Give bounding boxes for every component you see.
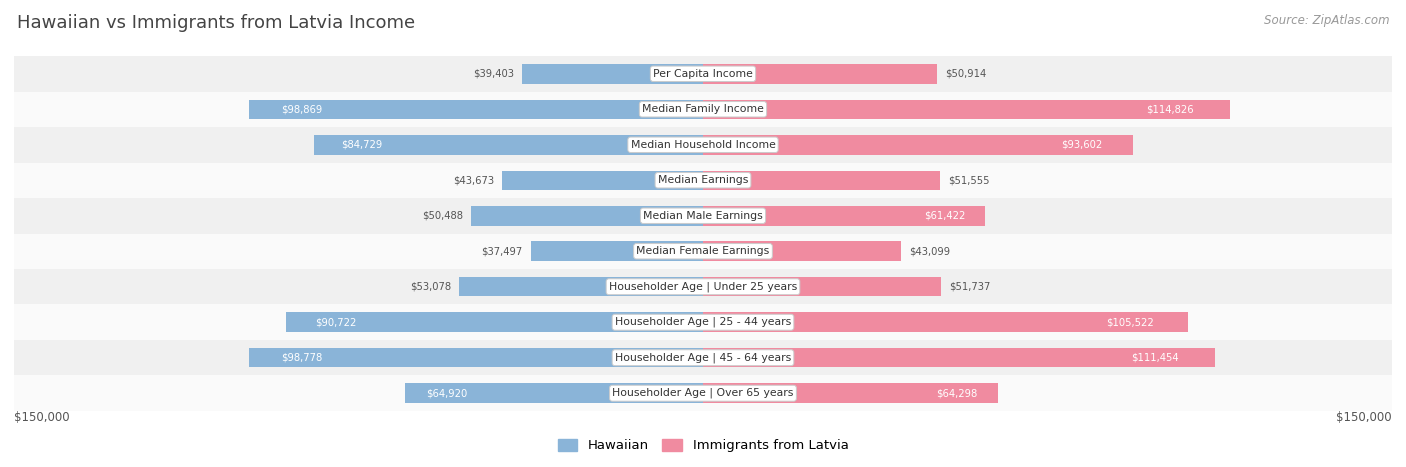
Bar bbox=[14, 198, 1392, 234]
Text: Householder Age | 45 - 64 years: Householder Age | 45 - 64 years bbox=[614, 353, 792, 363]
Text: $64,920: $64,920 bbox=[426, 388, 467, 398]
Bar bbox=[703, 383, 998, 403]
Bar bbox=[14, 340, 1392, 375]
Bar bbox=[460, 277, 703, 297]
Bar bbox=[703, 64, 936, 84]
Text: Median Female Earnings: Median Female Earnings bbox=[637, 246, 769, 256]
Text: $98,778: $98,778 bbox=[281, 353, 322, 363]
Bar bbox=[703, 206, 986, 226]
Text: $150,000: $150,000 bbox=[14, 411, 70, 424]
Bar bbox=[14, 304, 1392, 340]
Text: $90,722: $90,722 bbox=[315, 317, 357, 327]
Bar bbox=[14, 92, 1392, 127]
Text: $39,403: $39,403 bbox=[472, 69, 513, 79]
Bar bbox=[522, 64, 703, 84]
Text: $50,488: $50,488 bbox=[422, 211, 463, 221]
Bar bbox=[502, 170, 703, 190]
Bar bbox=[703, 135, 1133, 155]
Text: $114,826: $114,826 bbox=[1146, 104, 1194, 114]
Bar bbox=[249, 99, 703, 119]
Text: $84,729: $84,729 bbox=[342, 140, 382, 150]
Bar bbox=[14, 269, 1392, 304]
Bar bbox=[314, 135, 703, 155]
Text: $111,454: $111,454 bbox=[1132, 353, 1180, 363]
Text: $64,298: $64,298 bbox=[936, 388, 977, 398]
Bar bbox=[249, 348, 703, 368]
Bar bbox=[14, 234, 1392, 269]
Text: Householder Age | Over 65 years: Householder Age | Over 65 years bbox=[612, 388, 794, 398]
Text: $150,000: $150,000 bbox=[1336, 411, 1392, 424]
Text: $43,673: $43,673 bbox=[453, 175, 494, 185]
Bar bbox=[703, 170, 939, 190]
Bar bbox=[703, 348, 1215, 368]
Text: $53,078: $53,078 bbox=[409, 282, 451, 292]
Bar bbox=[405, 383, 703, 403]
Bar bbox=[703, 241, 901, 261]
Text: $51,737: $51,737 bbox=[949, 282, 990, 292]
Bar bbox=[287, 312, 703, 332]
Text: $51,555: $51,555 bbox=[948, 175, 990, 185]
Bar bbox=[14, 56, 1392, 92]
Text: $50,914: $50,914 bbox=[945, 69, 987, 79]
Text: $93,602: $93,602 bbox=[1062, 140, 1102, 150]
Text: Householder Age | Under 25 years: Householder Age | Under 25 years bbox=[609, 282, 797, 292]
Text: Median Earnings: Median Earnings bbox=[658, 175, 748, 185]
Text: Median Household Income: Median Household Income bbox=[630, 140, 776, 150]
Bar bbox=[703, 312, 1188, 332]
Text: Source: ZipAtlas.com: Source: ZipAtlas.com bbox=[1264, 14, 1389, 27]
Text: Median Male Earnings: Median Male Earnings bbox=[643, 211, 763, 221]
Bar bbox=[703, 99, 1230, 119]
Text: $61,422: $61,422 bbox=[924, 211, 966, 221]
Text: Median Family Income: Median Family Income bbox=[643, 104, 763, 114]
Text: $37,497: $37,497 bbox=[481, 246, 523, 256]
Text: $98,869: $98,869 bbox=[281, 104, 322, 114]
Text: Hawaiian vs Immigrants from Latvia Income: Hawaiian vs Immigrants from Latvia Incom… bbox=[17, 14, 415, 32]
Text: $43,099: $43,099 bbox=[910, 246, 950, 256]
Bar bbox=[14, 163, 1392, 198]
Bar bbox=[703, 277, 941, 297]
Bar bbox=[14, 375, 1392, 411]
Bar bbox=[531, 241, 703, 261]
Bar bbox=[471, 206, 703, 226]
Legend: Hawaiian, Immigrants from Latvia: Hawaiian, Immigrants from Latvia bbox=[553, 434, 853, 458]
Text: $105,522: $105,522 bbox=[1107, 317, 1154, 327]
Bar bbox=[14, 127, 1392, 163]
Text: Householder Age | 25 - 44 years: Householder Age | 25 - 44 years bbox=[614, 317, 792, 327]
Text: Per Capita Income: Per Capita Income bbox=[652, 69, 754, 79]
